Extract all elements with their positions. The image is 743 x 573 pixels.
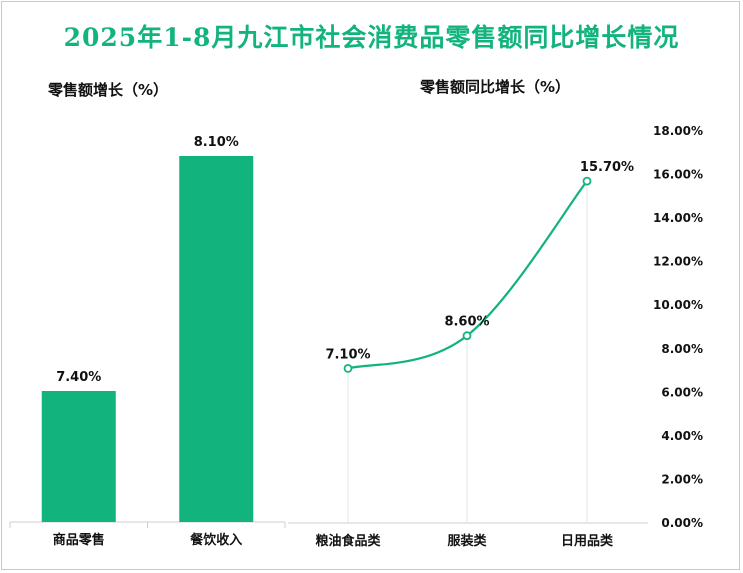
line-point-1 [343,363,353,373]
bar-1 [41,391,116,522]
y-tick-label: 8.00% [661,342,703,356]
line-point-3 [582,176,592,186]
line-value-label: 7.10% [325,347,370,362]
y-tick-label: 0.00% [661,516,703,530]
line-point-2 [462,331,472,341]
line-category-label: 粮油食品类 [315,533,381,549]
line-category-label: 日用品类 [561,533,614,549]
series-line [347,180,588,370]
page-title: 2025年1-8月九江市社会消费品零售额同比增长情况 [63,23,680,52]
bar-value-label: 7.40% [56,370,101,385]
y-tick-label: 16.00% [653,168,703,182]
y-tick-label: 18.00% [653,124,703,138]
y-tick-label: 4.00% [661,429,703,443]
line-value-label: 8.60% [444,315,489,330]
y-tick-label: 12.00% [653,255,703,269]
line-chart-title: 零售额同比增长（%） [420,78,571,96]
y-tick-label: 6.00% [661,385,703,399]
bar-chart-title: 零售额增长（%） [48,81,169,99]
line-category-label: 服装类 [447,533,487,549]
y-tick-label: 10.00% [653,298,703,312]
bar-category-label: 商品零售 [53,532,105,548]
line-value-label: 15.70% [580,160,634,175]
bar-category-label: 餐饮收入 [189,532,242,548]
bar-value-label: 8.10% [194,135,239,150]
y-tick-label: 2.00% [661,472,703,486]
bar-2 [179,156,254,522]
y-tick-label: 14.00% [653,211,703,225]
